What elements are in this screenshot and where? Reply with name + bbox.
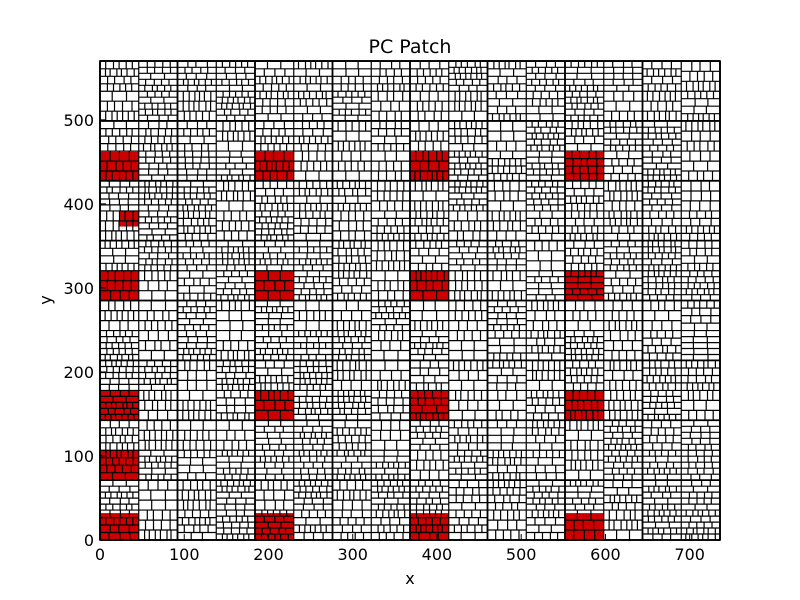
x-tick-label: 300	[337, 545, 368, 564]
highlighted-patch	[119, 211, 139, 227]
x-tick-label: 200	[253, 545, 284, 564]
y-axis: 0 100 200 300 400 500	[63, 111, 106, 550]
highlighted-patch	[255, 151, 294, 182]
y-tick-label: 0	[84, 531, 94, 550]
x-tick-label: 500	[506, 545, 537, 564]
y-tick-label: 100	[63, 447, 94, 466]
y-tick-label: 300	[63, 279, 94, 298]
y-axis-label: y	[36, 295, 55, 304]
highlighted-patch	[100, 271, 139, 301]
chart-title: PC Patch	[369, 36, 452, 58]
x-tick-label: 600	[590, 545, 621, 564]
y-tick-label: 200	[63, 363, 94, 382]
x-tick-label: 0	[95, 545, 105, 564]
y-tick-label: 500	[63, 111, 94, 130]
x-tick-label: 700	[674, 545, 705, 564]
x-tick-label: 100	[169, 545, 200, 564]
x-tick-label: 400	[422, 545, 453, 564]
axes-frame	[99, 60, 721, 541]
y-tick-label: 400	[63, 195, 94, 214]
x-axis-label: x	[405, 569, 414, 588]
x-axis: 0 100 200 300 400 500 600 700	[95, 534, 705, 564]
plot-area	[99, 60, 721, 541]
